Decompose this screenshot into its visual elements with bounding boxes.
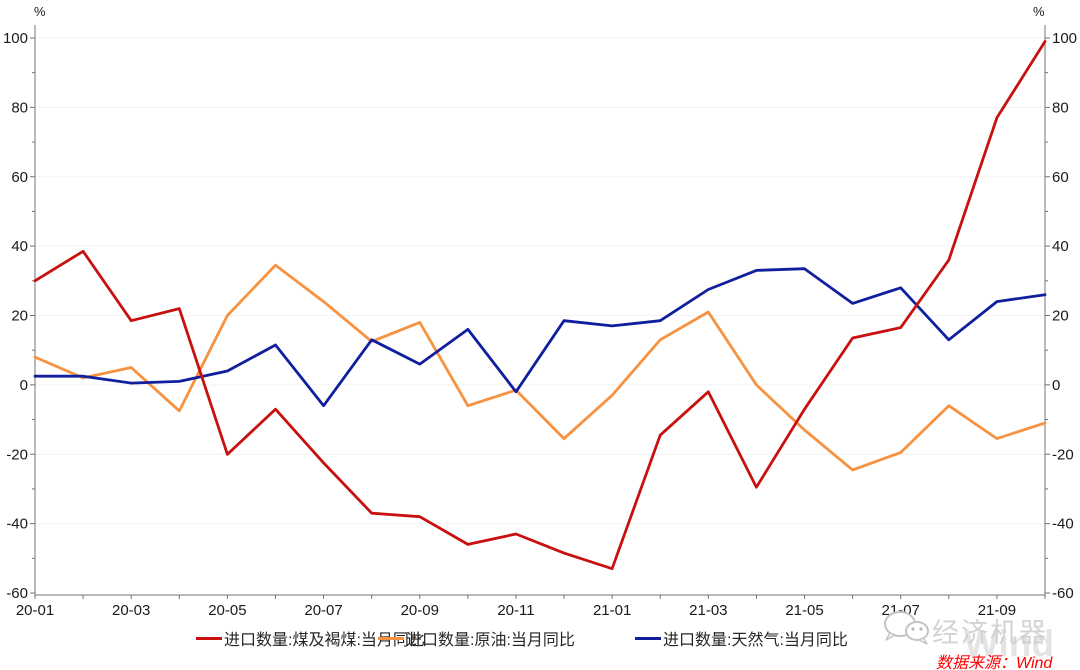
y-axis-unit-left: % xyxy=(34,4,46,19)
x-tick-label: 20-11 xyxy=(497,602,534,619)
y-tick-label-right: -60 xyxy=(1052,585,1074,602)
legend-label-natural-gas: 进口数量:天然气:当月同比 xyxy=(663,632,848,649)
y-tick-label-right: -40 xyxy=(1052,516,1074,533)
x-tick-label: 21-05 xyxy=(785,602,823,619)
x-tick-label: 20-07 xyxy=(304,602,342,619)
y-tick-label-left: -40 xyxy=(6,516,28,533)
x-tick-label: 21-07 xyxy=(882,602,920,619)
y-tick-label-left: 40 xyxy=(11,238,28,255)
legend-swatch-crude-oil xyxy=(378,636,404,640)
y-tick-label-right: 60 xyxy=(1052,169,1069,186)
y-tick-label-right: 80 xyxy=(1052,99,1069,116)
x-tick-label: 21-01 xyxy=(593,602,631,619)
y-axis-unit-right: % xyxy=(1033,4,1045,19)
chart-legend: 进口数量:煤及褐煤:当月同比 进口数量:原油:当月同比 进口数量:天然气:当月同… xyxy=(0,627,1080,649)
y-tick-label-right: 40 xyxy=(1052,238,1069,255)
y-tick-label-left: 80 xyxy=(11,99,28,116)
y-tick-label-left: -60 xyxy=(6,585,28,602)
legend-label-coal: 进口数量:煤及褐煤:当月同比 xyxy=(224,632,425,649)
y-tick-label-right: 20 xyxy=(1052,308,1069,325)
legend-swatch-coal xyxy=(196,636,222,640)
y-tick-label-left: 100 xyxy=(3,30,28,47)
y-tick-label-right: 100 xyxy=(1052,30,1077,47)
legend-label-crude-oil: 进口数量:原油:当月同比 xyxy=(406,632,575,649)
series-line-0 xyxy=(33,40,1047,571)
legend-swatch-natural-gas xyxy=(635,636,661,640)
legend-item-crude-oil: 进口数量:原油:当月同比 xyxy=(378,627,575,649)
x-tick-label: 20-09 xyxy=(401,602,439,619)
x-tick-label: 21-03 xyxy=(689,602,727,619)
x-tick-label: 21-09 xyxy=(978,602,1016,619)
y-tick-label-right: 0 xyxy=(1052,377,1060,394)
x-tick-label: 20-03 xyxy=(112,602,150,619)
y-tick-label-left: 0 xyxy=(20,377,28,394)
y-tick-label-left: 60 xyxy=(11,169,28,186)
y-tick-label-left: -20 xyxy=(6,446,28,463)
y-tick-label-left: 20 xyxy=(11,308,28,325)
y-tick-label-right: -20 xyxy=(1052,446,1074,463)
x-tick-label: 20-05 xyxy=(208,602,246,619)
legend-item-natural-gas: 进口数量:天然气:当月同比 xyxy=(635,627,848,649)
legend-item-coal: 进口数量:煤及褐煤:当月同比 xyxy=(196,627,425,649)
x-tick-label: 20-01 xyxy=(16,602,54,619)
series-line-1 xyxy=(33,263,1047,472)
series-line-2 xyxy=(33,267,1047,408)
